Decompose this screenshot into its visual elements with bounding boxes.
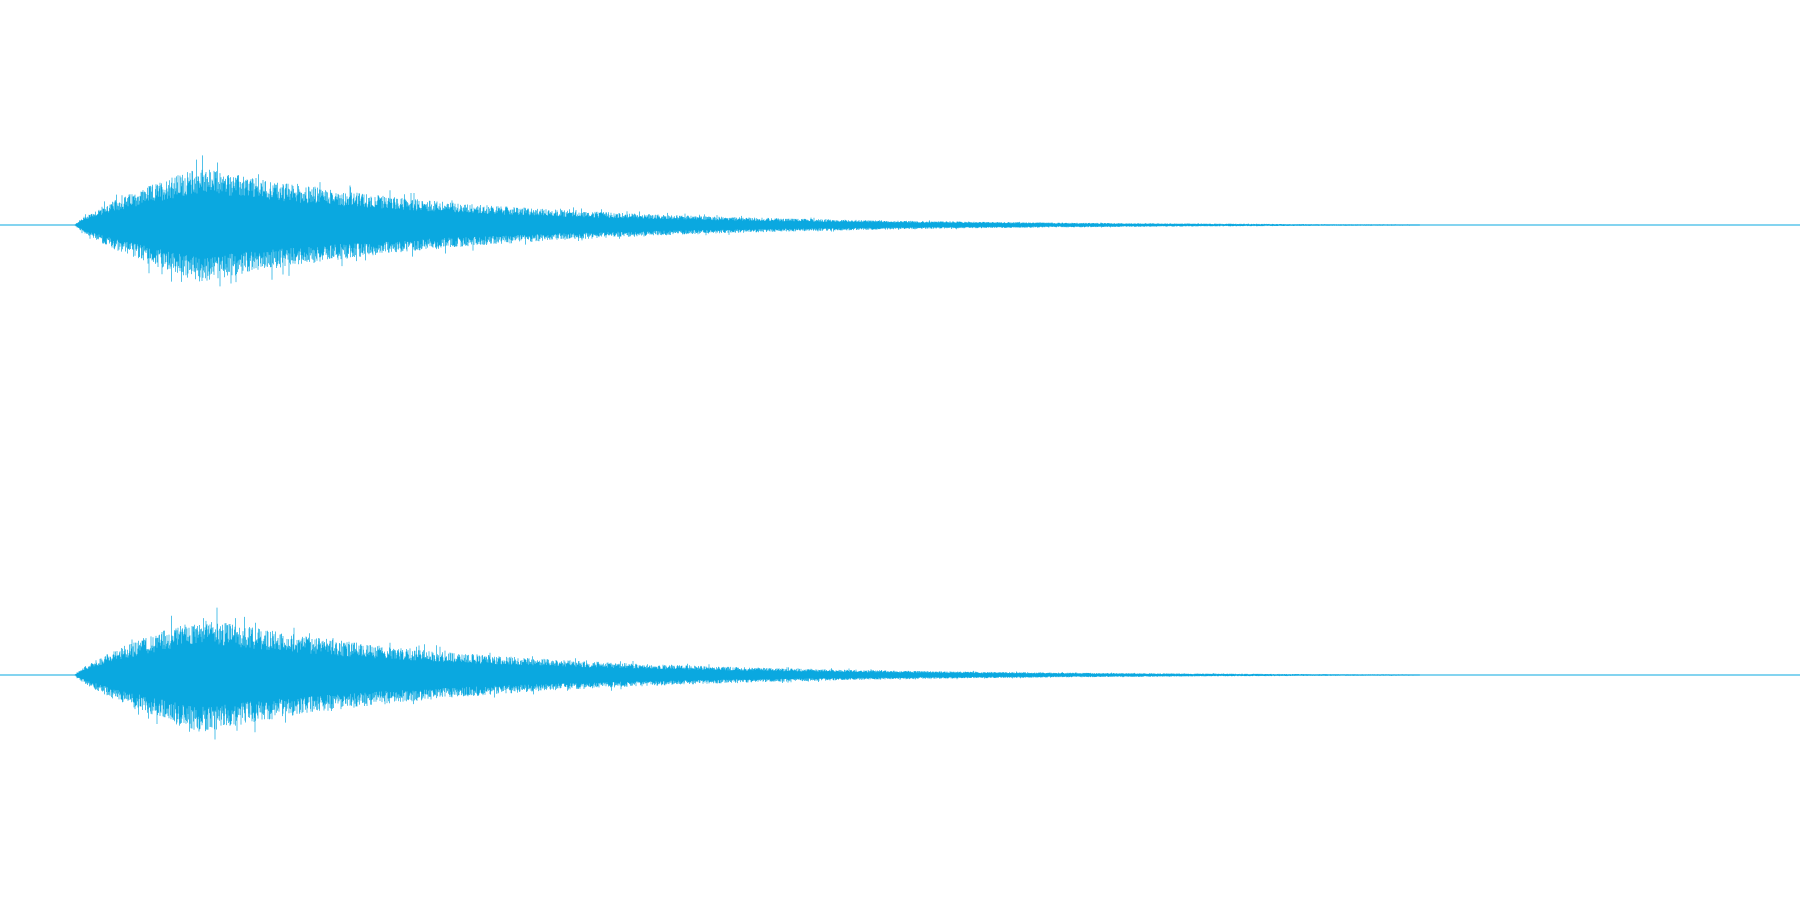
waveform xyxy=(74,607,1420,740)
waveform xyxy=(74,155,1420,287)
